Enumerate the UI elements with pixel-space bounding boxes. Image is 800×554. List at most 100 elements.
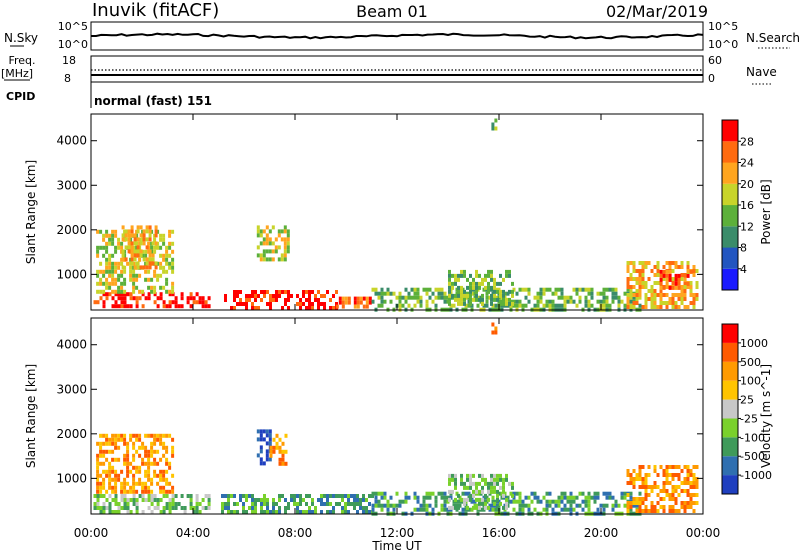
heatmap-cell <box>650 505 654 509</box>
heatmap-cell <box>662 473 666 477</box>
heatmap-cell <box>677 277 681 282</box>
heatmap-cell <box>505 301 508 306</box>
heatmap-cell <box>272 449 276 454</box>
heatmap-cell <box>632 261 636 265</box>
heatmap-cell <box>121 237 125 242</box>
heatmap-cell <box>159 510 163 514</box>
heatmap-cell <box>269 298 272 302</box>
heatmap-cell <box>227 498 230 502</box>
heatmap-cell <box>602 287 606 292</box>
heatmap-cell <box>641 481 645 485</box>
heatmap-cell <box>451 477 454 482</box>
heatmap-cell <box>154 241 158 246</box>
heatmap-cell <box>151 253 155 258</box>
heatmap-cell <box>278 437 282 442</box>
heatmap-cell <box>457 293 460 298</box>
heatmap-cell <box>323 494 326 498</box>
heatmap-cell <box>171 261 175 266</box>
heatmap-cell <box>108 494 112 498</box>
heatmap-cell <box>260 502 263 506</box>
heatmap-cell <box>584 495 588 500</box>
heatmap-cell <box>356 510 359 514</box>
heatmap-cell <box>437 287 441 292</box>
heatmap-cell <box>341 498 344 502</box>
heatmap-cell <box>123 461 127 466</box>
heatmap-cell <box>168 498 172 502</box>
heatmap-cell <box>472 489 475 494</box>
heatmap-cell <box>204 494 208 498</box>
heatmap-cell <box>466 497 469 502</box>
heatmap-cell <box>487 285 490 290</box>
heatmap-cell <box>671 269 675 273</box>
heatmap-cell <box>150 449 154 454</box>
heatmap-cell <box>162 233 166 238</box>
heatmap-cell <box>511 293 514 298</box>
heatmap-cell <box>635 281 639 285</box>
heatmap-cell <box>99 489 103 494</box>
heatmap-cell <box>239 298 242 302</box>
heatmap-cell <box>142 229 146 234</box>
heatmap-cell <box>563 507 567 512</box>
heatmap-cell <box>174 304 178 309</box>
heatmap-cell <box>156 481 160 486</box>
heatmap-cell <box>265 449 269 454</box>
heatmap-cell <box>259 233 263 238</box>
heatmap-cell <box>96 245 100 250</box>
heatmap-cell <box>463 273 466 278</box>
heatmap-cell <box>148 233 152 238</box>
heatmap-cell <box>120 494 124 498</box>
heatmap-cell <box>114 300 118 305</box>
heatmap-cell <box>138 437 142 442</box>
heatmap-cell <box>326 494 329 498</box>
heatmap-cell <box>454 277 457 282</box>
heatmap-cell <box>460 301 463 306</box>
heatmap-cell <box>496 497 499 502</box>
heatmap-cell <box>677 485 681 489</box>
heatmap-cell <box>96 465 100 470</box>
heatmap-cell <box>677 465 681 469</box>
heatmap-cell <box>99 481 103 486</box>
cpid-panel: CPID normal (fast) 151 <box>6 82 212 108</box>
heatmap-cell <box>162 269 166 274</box>
heatmap-cell <box>569 499 573 504</box>
heatmap-cell <box>638 473 642 477</box>
heatmap-cell <box>650 269 654 273</box>
heatmap-cell <box>117 477 121 482</box>
heatmap-cell <box>518 495 522 500</box>
heatmap-cell <box>463 501 466 506</box>
heatmap-cell <box>460 477 463 482</box>
heatmap-cell <box>662 285 666 290</box>
heatmap-cell <box>677 273 681 278</box>
heatmap-cell <box>494 330 498 335</box>
heatmap-cell <box>262 229 266 234</box>
colorbar-tick-label: 20 <box>740 178 754 191</box>
heatmap-cell <box>102 245 106 250</box>
heatmap-cell <box>117 433 121 438</box>
heatmap-cell <box>596 299 600 304</box>
heatmap-cell <box>683 489 687 493</box>
heatmap-cell <box>124 245 128 250</box>
heatmap-cell <box>413 295 417 300</box>
heatmap-cell <box>644 505 648 509</box>
heatmap-cell <box>302 510 305 514</box>
heatmap-cell <box>168 461 172 466</box>
heatmap-cell <box>653 297 657 301</box>
heatmap-cell <box>374 495 378 500</box>
nsky-tick-high: 10^5 <box>58 20 88 33</box>
heatmap-cell <box>138 445 142 450</box>
heatmap-cell <box>165 257 169 262</box>
heatmap-cell <box>475 481 478 486</box>
heatmap-cell <box>490 277 493 282</box>
heatmap-cell <box>262 257 266 262</box>
heatmap-cell <box>674 473 678 477</box>
heatmap-cell <box>644 497 648 501</box>
heatmap-cell <box>689 505 693 509</box>
heatmap-cell <box>419 299 423 304</box>
heatmap-cell <box>129 489 133 494</box>
heatmap-cell <box>484 277 487 282</box>
heatmap-cell <box>245 510 248 514</box>
heatmap-cell <box>344 502 347 506</box>
heatmap-cell <box>368 494 371 498</box>
